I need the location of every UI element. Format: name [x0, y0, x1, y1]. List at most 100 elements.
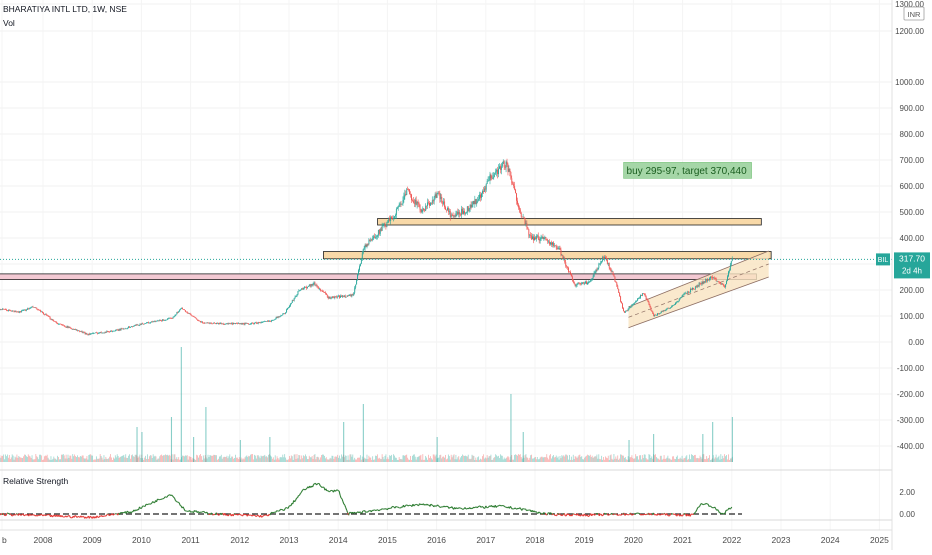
- candle-body: [691, 289, 692, 290]
- price-zone[interactable]: [323, 252, 771, 259]
- rs-segment: [504, 506, 505, 507]
- price-zone[interactable]: [0, 274, 756, 280]
- candle-body: [392, 218, 393, 219]
- volume-bar: [308, 459, 309, 462]
- candle-body: [711, 277, 712, 278]
- candle-body: [61, 324, 62, 325]
- candle-body: [371, 240, 372, 241]
- volume-bar: [526, 454, 527, 462]
- volume-bar: [297, 454, 298, 462]
- volume-bar: [579, 455, 580, 462]
- volume-bar: [351, 454, 352, 462]
- volume-bar: [487, 455, 488, 462]
- candle-body: [119, 329, 120, 330]
- volume-bar: [113, 458, 114, 462]
- candle-body: [138, 325, 139, 326]
- volume-bar: [646, 458, 647, 462]
- volume-bar: [351, 457, 352, 462]
- rs-title[interactable]: Relative Strength: [3, 476, 68, 486]
- price-tick-label: -300.00: [897, 416, 925, 425]
- rs-segment: [536, 511, 537, 512]
- candle-body: [620, 296, 621, 301]
- volume-bar: [277, 456, 278, 462]
- candle-body: [529, 235, 530, 236]
- candle-body: [11, 311, 12, 312]
- candle-body: [643, 293, 644, 294]
- candle-body: [466, 212, 467, 213]
- volume-bar: [74, 454, 75, 462]
- volume-bar: [108, 458, 109, 462]
- rs-segment: [176, 501, 177, 502]
- rs-segment: [368, 511, 369, 512]
- candle-body: [432, 200, 433, 203]
- volume-bar: [144, 458, 145, 462]
- candle-body: [210, 323, 211, 324]
- candle-body: [356, 280, 357, 284]
- candle-body: [37, 309, 38, 310]
- candle-body: [495, 172, 496, 173]
- volume-bar: [5, 454, 6, 462]
- candle-body: [351, 295, 352, 297]
- volume-bar: [119, 458, 120, 462]
- candle-body: [17, 311, 18, 312]
- rs-segment: [706, 503, 707, 504]
- volume-bar: [626, 459, 627, 462]
- candle-body: [687, 291, 688, 293]
- rs-segment: [727, 510, 728, 511]
- volume-bar: [134, 457, 135, 462]
- chart-title[interactable]: BHARATIYA INTL LTD, 1W, NSE: [3, 4, 127, 14]
- volume-bar: [547, 458, 548, 462]
- candle-body: [594, 273, 595, 277]
- volume-bar: [24, 455, 25, 462]
- rs-segment: [612, 513, 613, 514]
- candle-body: [724, 286, 725, 287]
- volume-bar: [601, 456, 602, 462]
- candle-body: [692, 288, 693, 290]
- volume-bar: [360, 455, 361, 462]
- volume-bar: [403, 455, 404, 462]
- volume-bar: [225, 457, 226, 462]
- rs-segment: [477, 507, 478, 508]
- candle-body: [275, 319, 276, 320]
- rs-segment: [178, 502, 179, 503]
- candle-body: [541, 238, 542, 239]
- volume-bar: [440, 455, 441, 462]
- volume-bar: [513, 460, 514, 462]
- rs-segment: [520, 508, 521, 509]
- volume-bar: [660, 456, 661, 462]
- volume-bar: [667, 456, 668, 462]
- volume-bar: [730, 459, 731, 462]
- candle-body: [590, 280, 591, 281]
- volume-bar: [303, 455, 304, 462]
- volume-bar: [226, 457, 227, 462]
- volume-bar: [676, 457, 677, 462]
- candle-body: [142, 323, 143, 324]
- candle-body: [598, 264, 599, 268]
- candle-body: [280, 316, 281, 317]
- volume-bar: [643, 458, 644, 462]
- rs-segment: [511, 508, 512, 509]
- candle-body: [314, 283, 315, 284]
- rs-segment: [431, 504, 432, 505]
- price-tick-label: 1000.00: [895, 78, 924, 87]
- candle-body: [139, 325, 140, 326]
- candle-body: [215, 323, 216, 324]
- candle-body: [129, 327, 130, 328]
- volume-legend[interactable]: Vol: [3, 18, 15, 28]
- rs-segment: [408, 505, 409, 506]
- volume-bar: [325, 458, 326, 462]
- volume-bar: [570, 460, 571, 462]
- candle-body: [542, 237, 543, 238]
- volume-bar: [622, 456, 623, 462]
- volume-bar: [106, 459, 107, 462]
- candle-body: [31, 308, 32, 309]
- volume-bar: [182, 456, 183, 462]
- volume-bar: [237, 458, 238, 462]
- price-zone[interactable]: [378, 219, 762, 226]
- volume-bar: [674, 459, 675, 462]
- volume-bar: [148, 459, 149, 462]
- candle-body: [411, 194, 412, 200]
- volume-bar: [633, 459, 634, 462]
